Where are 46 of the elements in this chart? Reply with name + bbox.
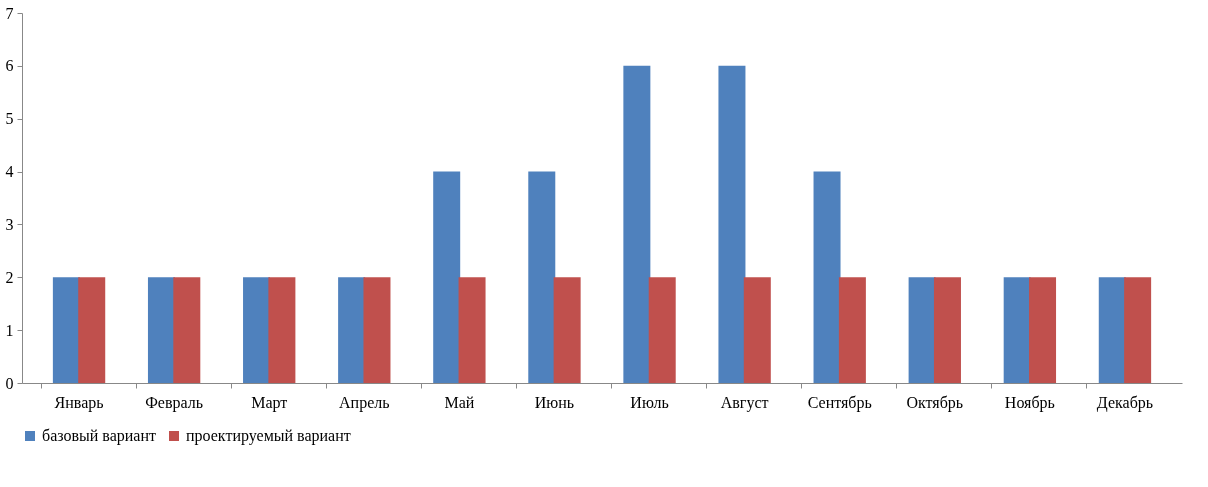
bar [933,277,961,383]
bar [1029,277,1057,383]
x-tick-label: Ноябрь [1004,393,1055,412]
bar [173,277,201,383]
x-tick-label: Август [720,393,769,412]
y-tick-label: 0 [5,374,14,392]
bar [268,277,296,383]
bar [743,277,771,383]
x-tick-label: Октябрь [906,393,964,412]
bar [813,171,841,383]
bar [648,277,676,383]
x-tick-label: Декабрь [1096,393,1154,412]
bar [338,277,366,383]
x-tick-label: Июнь [534,393,575,411]
y-tick-label: 6 [5,57,14,75]
x-tick-label: Сентябрь [807,393,872,412]
bar [718,65,746,383]
x-tick-label: Апрель [339,393,390,412]
bar [1003,277,1031,383]
y-tick-label: 1 [5,321,14,339]
bar [243,277,271,383]
bar [458,277,486,383]
y-tick-label: 3 [5,215,14,233]
legend-label: проектируемый вариант [186,427,351,445]
bar [147,277,175,383]
y-tick-label: 4 [5,163,14,181]
x-tick-label: Март [251,393,288,412]
bar [363,277,391,383]
bar [623,65,651,383]
bar [528,171,556,383]
bar [553,277,581,383]
bar [908,277,936,383]
y-tick-label: 7 [5,4,14,22]
bar [838,277,866,383]
bar [433,171,461,383]
x-tick-label: Май [444,393,475,411]
bar [1124,277,1152,383]
bar [1098,277,1126,383]
y-tick-label: 2 [5,268,14,286]
y-tick-label: 5 [5,110,14,128]
bar [78,277,106,383]
x-tick-label: Февраль [145,393,204,412]
x-tick-label: Июль [630,393,669,411]
x-tick-label: Январь [54,393,104,412]
bar [52,277,80,383]
legend-label: базовый вариант [42,427,157,445]
